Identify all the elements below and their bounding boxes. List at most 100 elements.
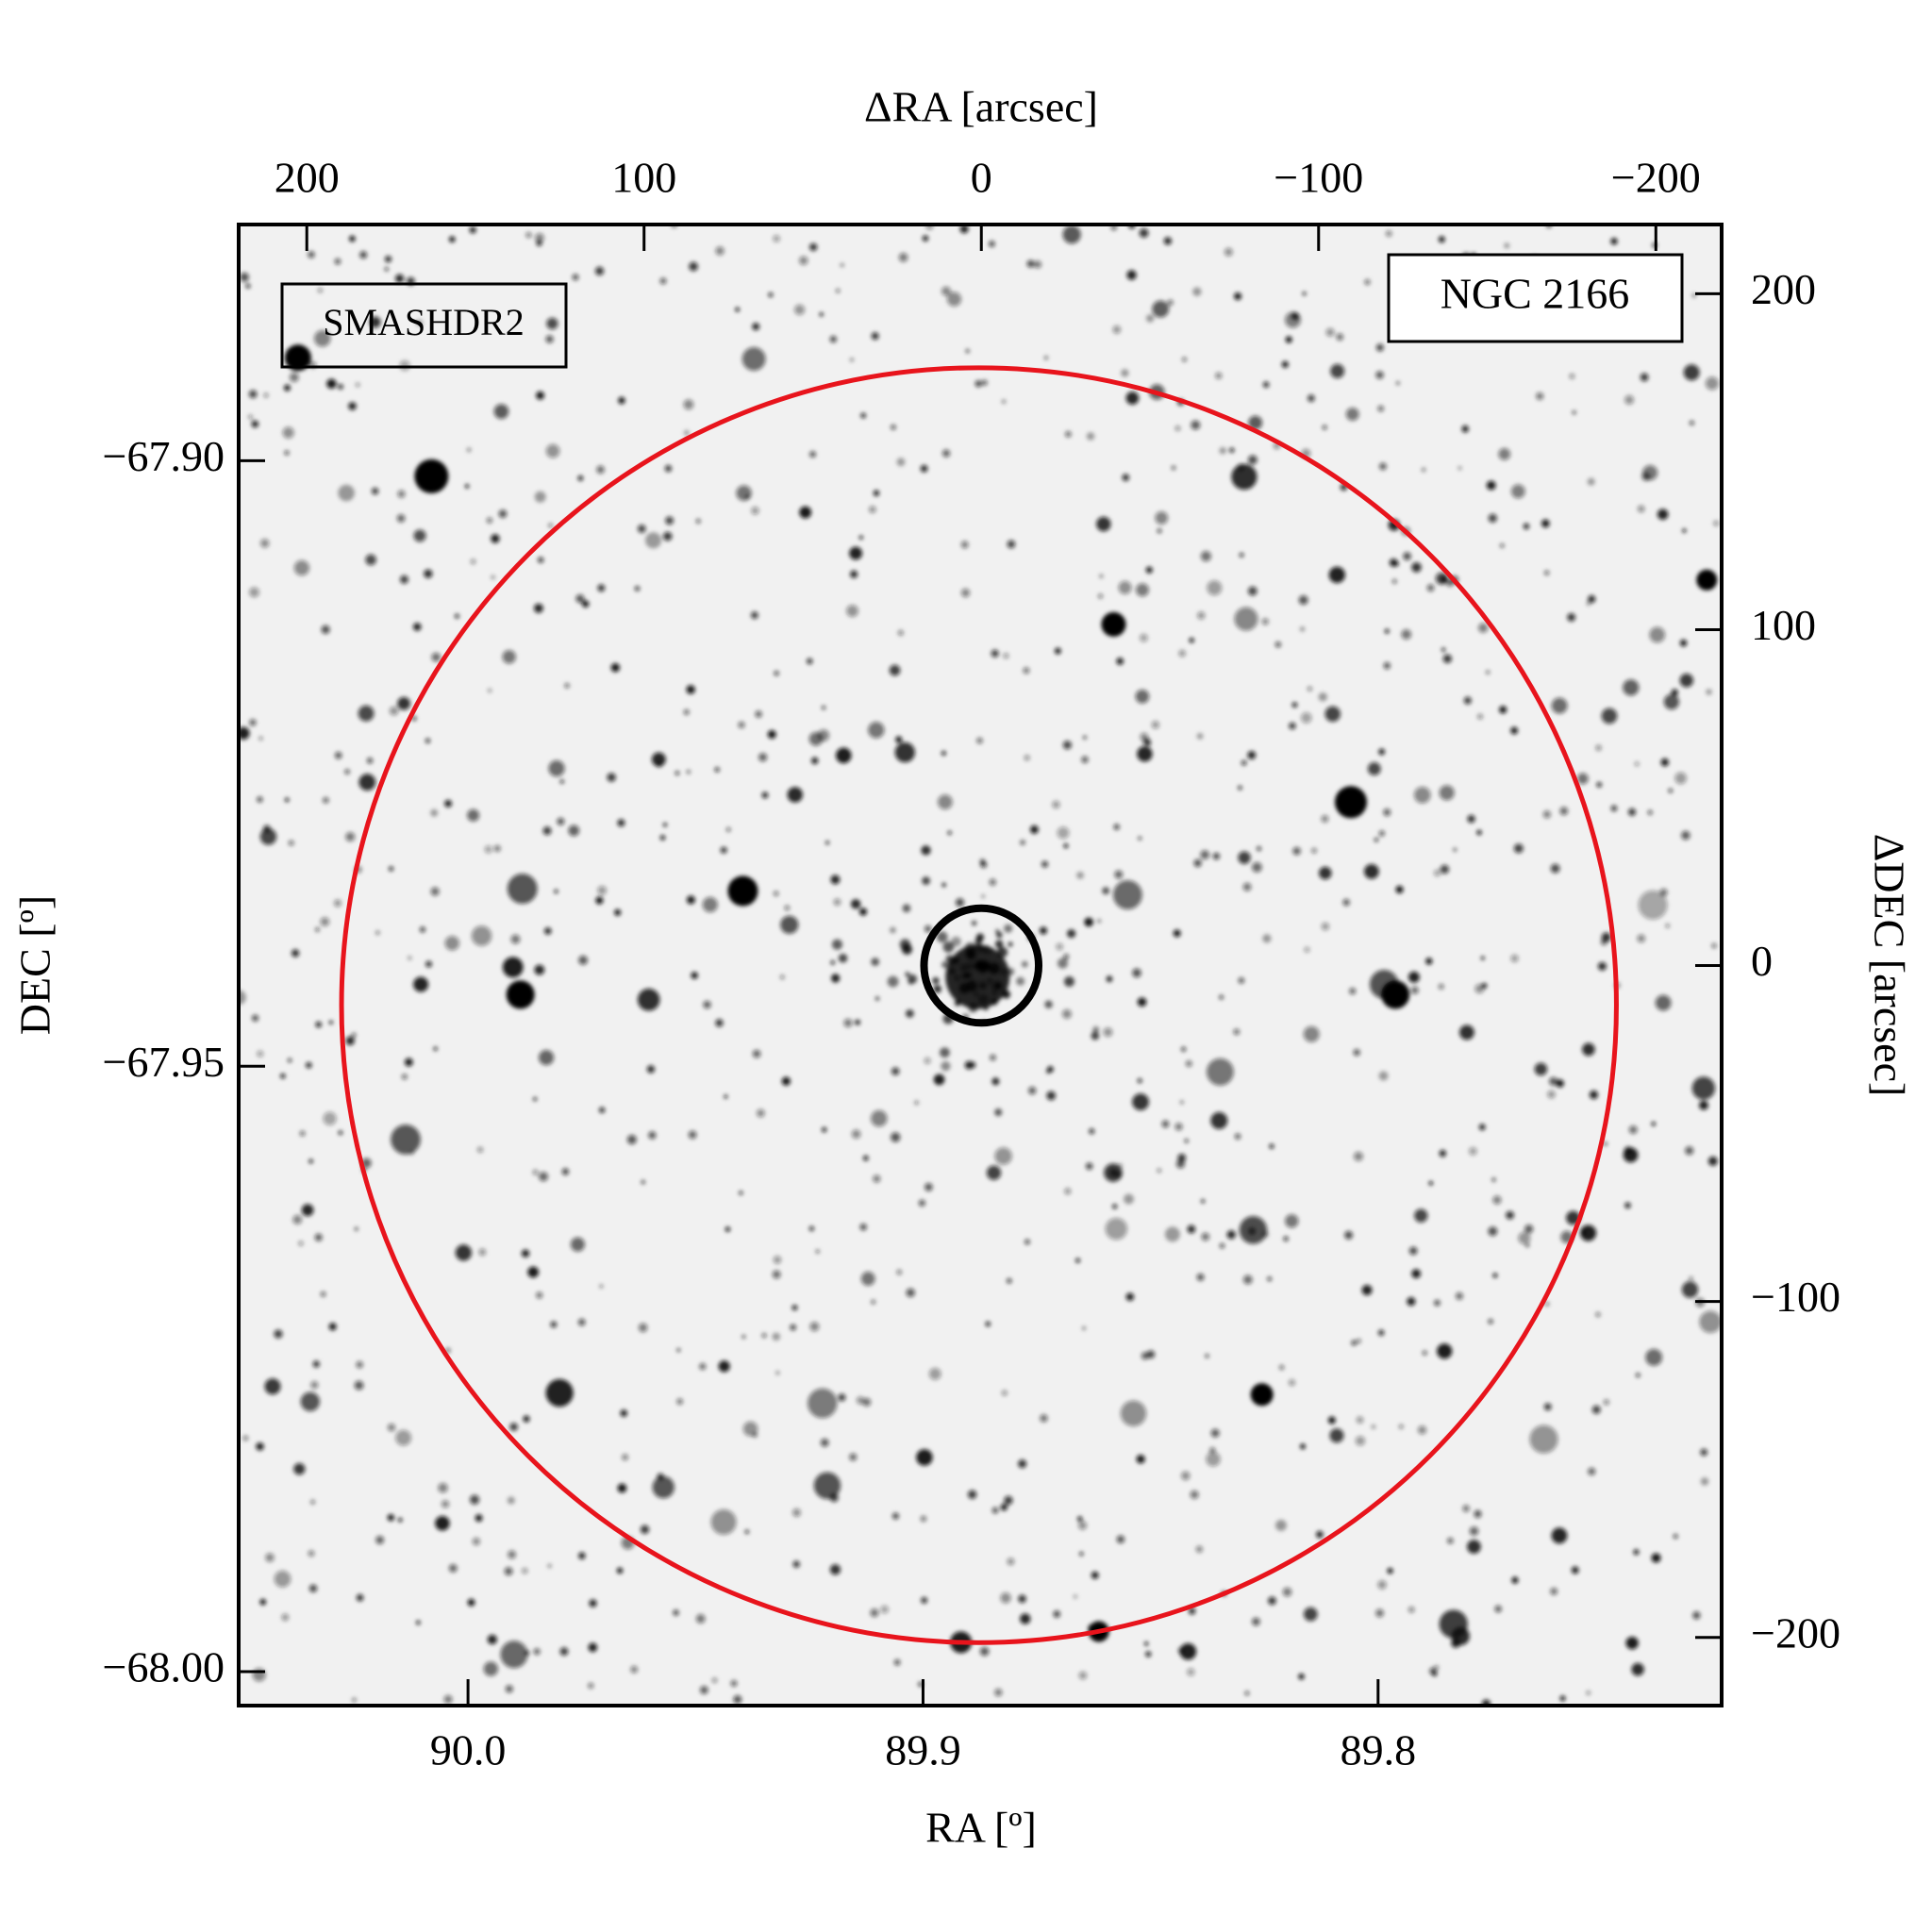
star: [1079, 1551, 1084, 1557]
star: [960, 541, 969, 549]
star: [509, 1423, 518, 1431]
star: [1413, 786, 1431, 804]
star: [561, 1168, 570, 1175]
star: [454, 613, 459, 619]
star: [752, 1049, 761, 1058]
star: [664, 464, 673, 473]
star: [435, 1515, 450, 1531]
star: [1125, 1292, 1135, 1302]
star: [710, 1508, 737, 1535]
star: [366, 758, 374, 764]
star: [1438, 236, 1445, 243]
star: [251, 420, 259, 428]
star: [444, 799, 453, 808]
star: [1367, 762, 1381, 775]
star: [1395, 381, 1400, 386]
star: [550, 1321, 558, 1328]
star: [1550, 863, 1560, 874]
star: [1356, 1339, 1361, 1344]
star: [965, 348, 970, 354]
star: [1020, 1613, 1031, 1624]
star: [483, 1661, 498, 1676]
star: [922, 235, 929, 242]
star: [893, 1658, 901, 1666]
star: [686, 769, 691, 774]
star: [1121, 369, 1129, 377]
star: [1077, 1521, 1088, 1530]
star: [397, 1517, 403, 1523]
star: [308, 1158, 313, 1164]
star: [1180, 1046, 1187, 1052]
star: [996, 931, 1003, 939]
star: [1679, 673, 1694, 688]
star: [1411, 1269, 1422, 1279]
star: [1689, 420, 1694, 425]
star: [300, 1391, 321, 1411]
star: [1247, 750, 1257, 759]
star: [1344, 1230, 1354, 1240]
star: [320, 1291, 326, 1297]
star: [830, 874, 841, 885]
star: [572, 274, 579, 281]
star: [1707, 1156, 1718, 1166]
star: [1713, 520, 1720, 526]
star: [1504, 242, 1510, 249]
star: [1143, 1641, 1149, 1646]
star: [1588, 595, 1596, 604]
star: [715, 246, 724, 256]
star: [1349, 988, 1357, 995]
star: [259, 539, 270, 548]
star: [1378, 1071, 1389, 1081]
star: [960, 588, 971, 598]
star: [1529, 1424, 1558, 1454]
star: [941, 1060, 951, 1072]
star: [1177, 1154, 1187, 1162]
star: [1682, 528, 1687, 533]
star: [1192, 287, 1202, 296]
star: [849, 1453, 858, 1461]
star: [905, 972, 910, 977]
bright-star: [284, 344, 311, 372]
star: [688, 1130, 697, 1140]
star: [310, 1381, 319, 1390]
star: [1625, 1636, 1639, 1650]
y2-tick-label: −200: [1751, 1608, 1840, 1657]
star: [1485, 670, 1491, 675]
star: [924, 924, 932, 933]
star: [620, 1409, 628, 1417]
star: [1692, 1611, 1701, 1620]
star: [1434, 1299, 1441, 1307]
star: [806, 658, 813, 665]
star: [424, 569, 433, 578]
y2-tick-label: 100: [1751, 601, 1816, 649]
star: [1205, 1354, 1209, 1358]
star: [1364, 278, 1371, 286]
star: [1001, 1390, 1008, 1396]
star: [902, 904, 911, 913]
star: [991, 1077, 1000, 1086]
star: [752, 1432, 758, 1438]
star: [1145, 314, 1155, 323]
star: [1541, 519, 1550, 528]
star: [532, 1096, 538, 1102]
star: [725, 826, 731, 832]
star: [724, 1226, 731, 1232]
star: [252, 1668, 266, 1682]
star: [1112, 1204, 1118, 1209]
star: [1510, 954, 1519, 963]
star: [821, 1126, 827, 1133]
star: [466, 447, 472, 453]
star: [539, 1050, 555, 1066]
star: [298, 1241, 304, 1246]
star: [974, 380, 982, 388]
star: [559, 1647, 569, 1657]
star: [1328, 566, 1345, 584]
x2-tick-label: −100: [1274, 154, 1363, 202]
star: [1498, 447, 1511, 460]
star: [791, 1305, 798, 1311]
star: [328, 1323, 337, 1331]
star: [755, 710, 762, 718]
star: [895, 736, 903, 743]
star: [1193, 858, 1202, 868]
star: [293, 1463, 306, 1475]
